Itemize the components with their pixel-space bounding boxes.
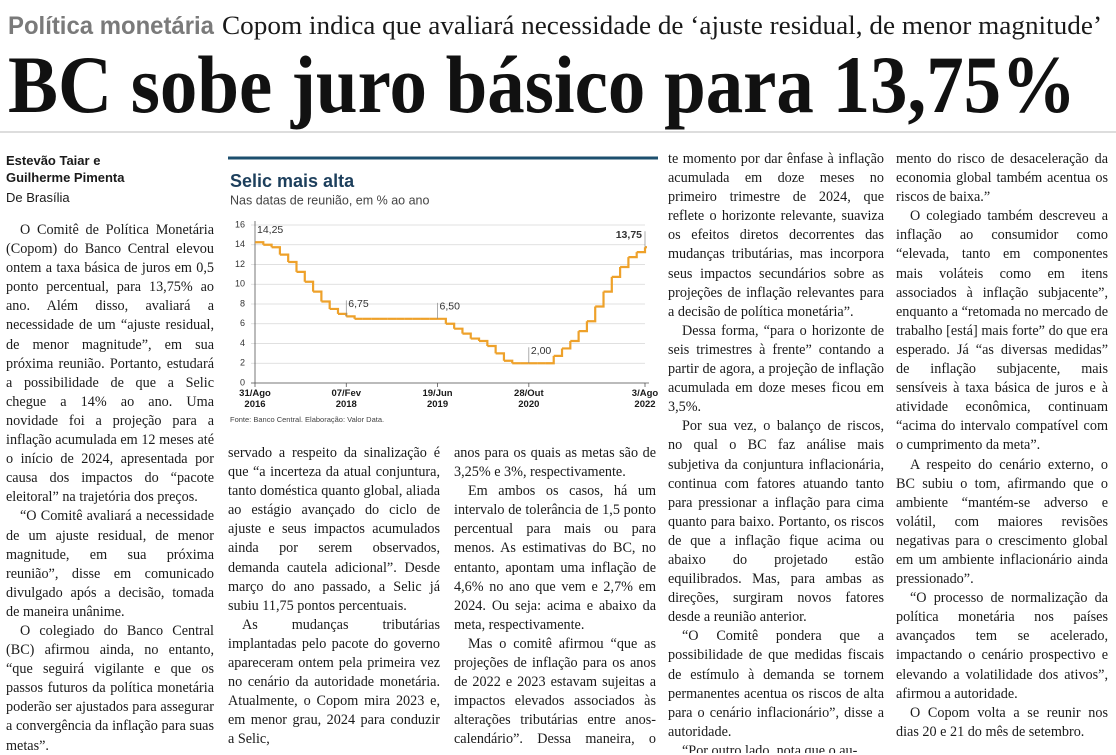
- paragraph: “O Comitê pondera que a possibilidade de…: [668, 628, 884, 740]
- chart: Selic mais alta Nas datas de reunião, em…: [228, 155, 658, 430]
- paragraph: “O processo de normalização da política …: [896, 590, 1108, 702]
- paragraph: Dessa forma, “para o horizonte de seis t…: [668, 322, 884, 416]
- dateline: De Brasília: [6, 190, 70, 205]
- y-tick-label: 16: [235, 219, 245, 229]
- step-segment: [595, 291, 605, 308]
- step-segment: [437, 317, 447, 324]
- x-tick-label: 07/Fev 2018: [331, 388, 362, 410]
- step-segment: [313, 290, 323, 302]
- value-label: 6,50: [440, 301, 461, 313]
- y-tick-label: 8: [240, 298, 245, 308]
- step-segment: [487, 344, 497, 354]
- step-segment: [263, 243, 273, 248]
- paragraph: Mas o comitê afirmou “que as projeções d…: [454, 635, 656, 753]
- text-column: O Comitê de Política Monetária (Copom) d…: [6, 221, 214, 753]
- step-segment: [304, 280, 315, 292]
- step-segment: [553, 348, 564, 357]
- kicker: Copom indica que avaliará necessidade de…: [222, 11, 1102, 40]
- y-tick-label: 12: [235, 259, 245, 269]
- step-segment: [445, 322, 456, 329]
- text-column: te momento por dar ênfase à inflação acu…: [668, 150, 884, 753]
- paragraph: “O Comitê avaliará a necessidade de um a…: [6, 508, 214, 620]
- x-tick-label: 31/Ago 2016: [239, 388, 271, 410]
- step-segment: [462, 332, 472, 339]
- x-tick-label: 19/Jun 2019: [422, 388, 453, 410]
- step-segment: [570, 331, 580, 343]
- value-label: 2,00: [531, 345, 552, 357]
- paragraph: “Por outro lado, nota que o au-: [682, 742, 858, 753]
- text-column: servado a respeito da sinalização é que …: [228, 444, 440, 753]
- y-tick-label: 0: [240, 377, 245, 387]
- x-tick-label: 3/Ago 2022: [631, 388, 659, 410]
- headline: BC sobe juro básico para 13,75%: [8, 39, 1076, 130]
- step-segment: [495, 352, 506, 361]
- paragraph: O Copom volta a se reunir nos dias 20 e …: [896, 704, 1108, 740]
- step-segment: [578, 321, 589, 333]
- paragraph: servado a respeito da sinalização é que …: [228, 445, 440, 614]
- step-segment: [628, 252, 638, 259]
- paragraph: te momento por dar ênfase à inflação acu…: [668, 151, 884, 320]
- chart-title: Selic mais alta: [230, 171, 355, 191]
- byline: Estevão Taiar e Guilherme Pimenta: [6, 153, 125, 185]
- paragraph: O colegiado também descreveu a inflação …: [896, 208, 1108, 454]
- text-column: anos para os quais as metas são de 3,25%…: [454, 444, 656, 753]
- paragraph: Em ambos os casos, há um intervalo de to…: [454, 483, 656, 633]
- step-segment: [620, 257, 630, 269]
- step-segment: [503, 359, 514, 364]
- chart-subtitle: Nas datas de reunião, em % ao ano: [230, 193, 429, 207]
- step-segment: [346, 315, 356, 319]
- paragraph: As mudanças tributárias implantadas pelo…: [228, 616, 440, 748]
- chart-svg: Selic mais alta Nas datas de reunião, em…: [228, 156, 658, 424]
- step-segment: [271, 246, 281, 255]
- paragraph: A respeito do cenário externo, o BC subi…: [896, 456, 1108, 588]
- y-tick-label: 2: [240, 358, 245, 368]
- paragraph: anos para os quais as metas são de 3,25%…: [454, 445, 656, 481]
- step-segment: [337, 312, 348, 317]
- step-segment: [454, 327, 464, 334]
- step-segment: [321, 300, 331, 309]
- y-tick-label: 14: [235, 239, 245, 249]
- value-label: 6,75: [348, 298, 369, 310]
- step-segment: [603, 276, 613, 293]
- step-segment: [470, 337, 481, 342]
- value-label: 13,75: [616, 229, 642, 241]
- x-tick-label: 28/Out 2020: [514, 388, 544, 410]
- y-tick-label: 4: [240, 338, 245, 348]
- step-segment: [586, 306, 597, 323]
- step-segment: [479, 339, 489, 346]
- paragraph: O Comitê de Política Monetária (Copom) d…: [6, 222, 214, 506]
- step-segment: [611, 266, 622, 278]
- text-column: mento do risco de desaceleração da econo…: [896, 150, 1108, 753]
- step-segment: [636, 247, 647, 254]
- paragraph: mento do risco de desaceleração da econo…: [896, 151, 1108, 206]
- paragraph: Por sua vez, o balanço de riscos, no qua…: [668, 418, 884, 626]
- step-segment: [329, 307, 340, 314]
- section-label: Política monetária: [8, 12, 215, 40]
- step-segment: [545, 355, 555, 365]
- step-segment: [296, 270, 306, 282]
- value-label: 14,25: [257, 224, 283, 236]
- step-segment: [279, 253, 290, 263]
- step-segment: [288, 260, 298, 272]
- header: Política monetária Copom indica que aval…: [0, 11, 1116, 133]
- paragraph: O colegiado do Banco Central (BC) afirmo…: [6, 622, 214, 753]
- chart-source: Fonte: Banco Central. Elaboração: Valor …: [230, 415, 384, 424]
- y-tick-label: 10: [235, 279, 245, 289]
- y-tick-label: 6: [240, 318, 245, 328]
- step-segment: [562, 341, 572, 350]
